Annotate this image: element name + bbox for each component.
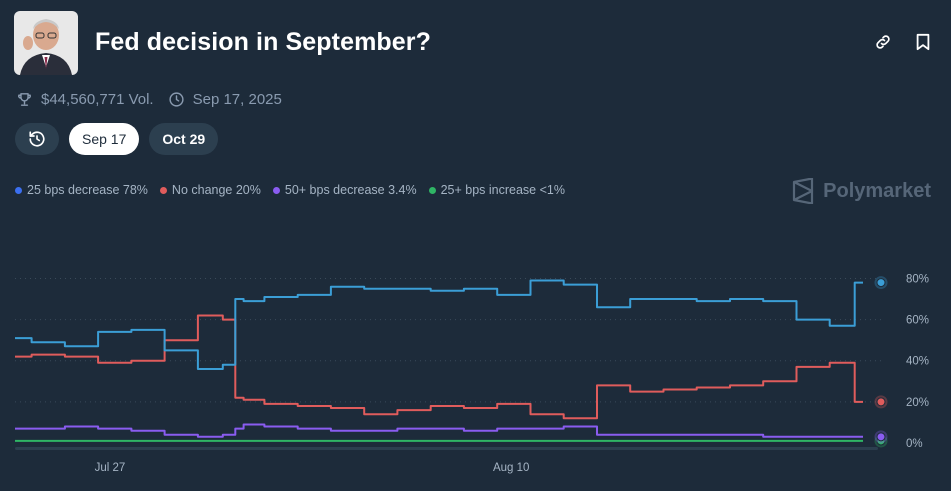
legend-item-25bps-increase: 25+ bps increase <1% [428,183,565,197]
tab-oct-29[interactable]: Oct 29 [149,123,219,155]
y-tick-label: 60% [906,315,929,327]
series-line-0 [15,279,863,370]
legend-label: 25 bps decrease 78% [27,183,148,197]
legend-label: 25+ bps increase <1% [440,183,565,197]
chart-ticks: 80% 60% 40% 20% 0% Jul 27 Aug 10 [95,273,929,474]
x-tick-label: Aug 10 [493,462,529,474]
y-tick-label: 40% [906,356,929,368]
series-end-dot [876,432,886,442]
clock-icon [168,91,185,108]
link-icon[interactable] [873,32,893,52]
legend-dot [15,186,22,194]
y-tick-label: 0% [906,438,923,450]
legend-item-25bps-decrease: 25 bps decrease 78% [15,183,148,197]
volume-text: $44,560,771 Vol. [41,91,154,108]
avatar [14,11,78,75]
series-end-dot [876,397,886,407]
polymarket-logo [793,178,814,204]
series-line-2 [15,423,863,438]
avatar-photo [14,11,78,75]
price-chart: 80% 60% 40% 20% 0% Jul 27 Aug 10 [15,273,929,474]
trophy-icon [16,91,33,108]
date-tabs: Sep 17 Oct 29 [15,123,219,155]
legend-dot [159,186,167,194]
legend-dot [272,186,280,194]
y-tick-label: 20% [906,397,929,409]
legend-item-50bps-decrease: 50+ bps decrease 3.4% [272,183,417,197]
polymarket-brand: Polymarket [791,178,931,204]
page-title: Fed decision in September? [95,28,431,56]
chart-lines [15,276,888,448]
x-tick-label: Jul 27 [95,462,126,474]
legend-dot [428,186,436,194]
header-actions [873,32,933,52]
history-button[interactable] [15,123,59,155]
legend-item-no-change: No change 20% [159,183,261,197]
chart-legend: 25 bps decrease 78% No change 20% 50+ bp… [15,183,565,197]
legend-label: 50+ bps decrease 3.4% [284,183,417,197]
y-tick-label: 80% [906,273,929,285]
chart-grid [15,277,883,450]
brand-name: Polymarket [823,179,931,202]
series-line-1 [15,314,863,420]
bookmark-icon[interactable] [913,32,933,52]
tab-sep-17[interactable]: Sep 17 [69,123,140,155]
market-meta: $44,560,771 Vol. Sep 17, 2025 [16,91,282,108]
series-end-dot [876,278,886,288]
x-axis-scrollbar [15,447,878,450]
end-date: Sep 17, 2025 [192,91,282,108]
history-icon [29,131,45,147]
legend-label: No change 20% [171,183,261,197]
